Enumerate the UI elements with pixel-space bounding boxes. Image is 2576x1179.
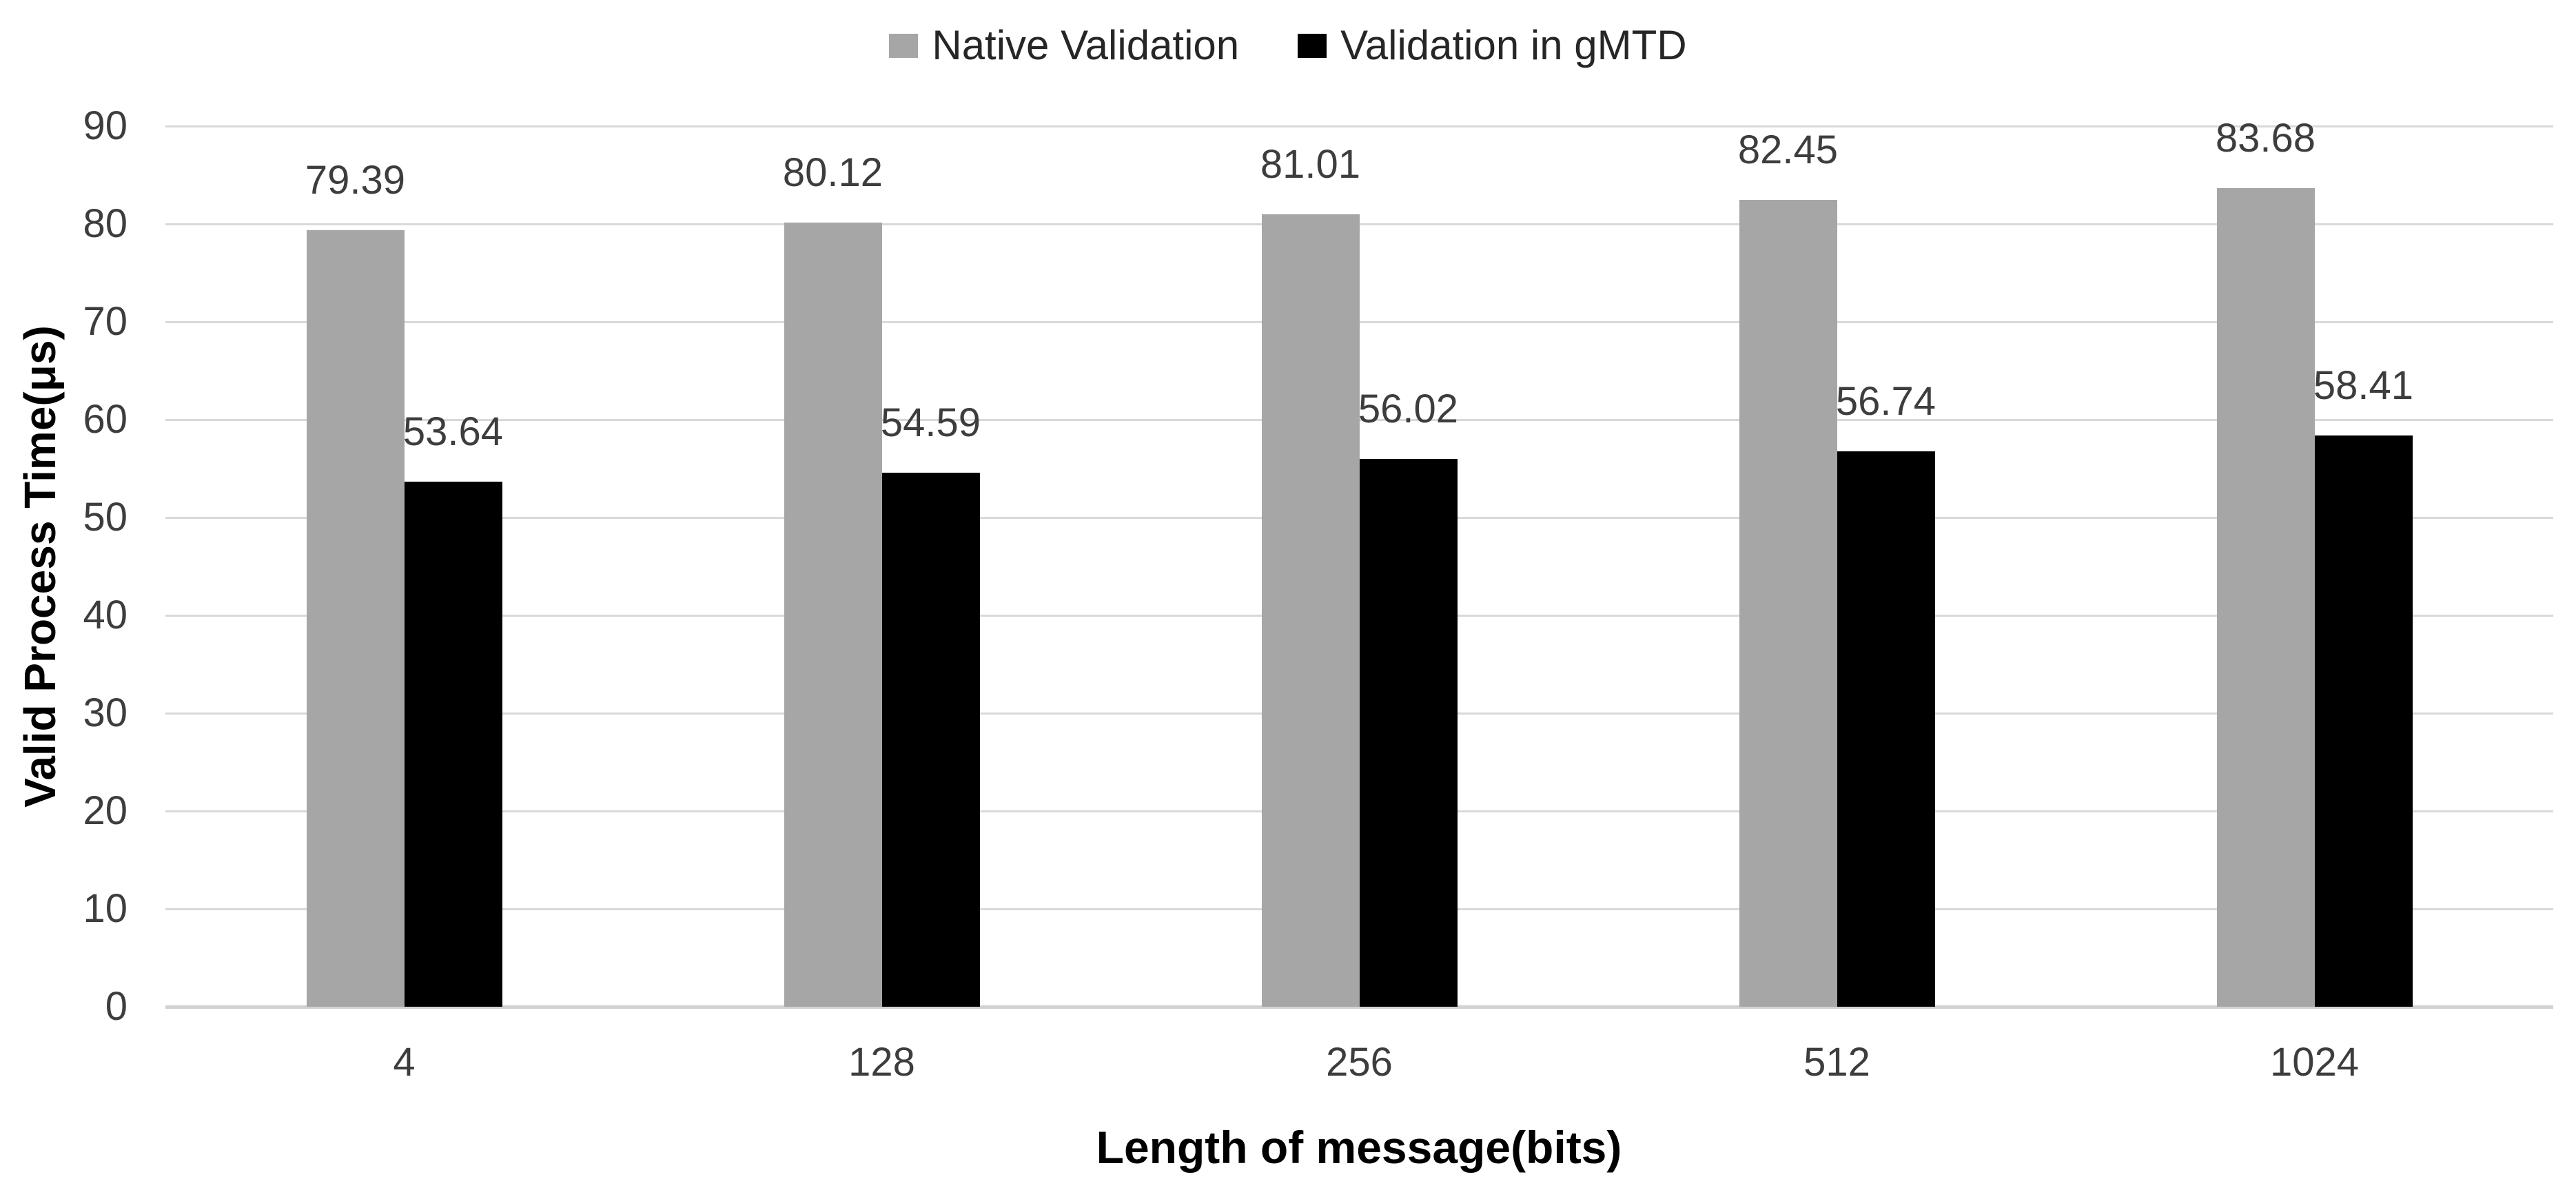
x-tick-label-512: 512 bbox=[1803, 1040, 1870, 1085]
y-tick-label-10: 10 bbox=[83, 886, 127, 931]
bar-native-validation-4 bbox=[306, 229, 405, 1007]
y-tick-label-60: 60 bbox=[83, 397, 127, 442]
bar-value-label-validation-in-gmtd-4: 53.64 bbox=[402, 409, 504, 455]
bar-native-validation-1024 bbox=[2216, 187, 2315, 1007]
y-axis-title: Valid Process Time(μs) bbox=[15, 325, 65, 808]
y-tick-label-70: 70 bbox=[83, 299, 127, 344]
y-tick-label-50: 50 bbox=[83, 495, 127, 540]
legend-item-native-validation: Native Validation bbox=[889, 25, 1239, 66]
x-tick-label-256: 256 bbox=[1326, 1040, 1393, 1085]
bar-validation-in-gmtd-512 bbox=[1837, 451, 1935, 1007]
x-tick-label-128: 128 bbox=[848, 1040, 915, 1085]
bar-value-label-native-validation-512: 82.45 bbox=[1737, 127, 1839, 173]
gridline-y-70 bbox=[165, 320, 2553, 323]
legend-item-validation-in-gmtd: Validation in gMTD bbox=[1298, 22, 1687, 68]
chart-legend: Native Validation Validation in gMTD bbox=[0, 25, 2576, 66]
y-tick-label-20: 20 bbox=[83, 788, 127, 833]
legend-label: Native Validation bbox=[932, 22, 1240, 68]
bar-value-label-native-validation-256: 81.01 bbox=[1260, 141, 1361, 187]
bar-validation-in-gmtd-128 bbox=[881, 472, 980, 1007]
y-tick-label-0: 0 bbox=[105, 984, 127, 1029]
bar-value-label-validation-in-gmtd-256: 56.02 bbox=[1358, 386, 1459, 431]
x-axis-title: Length of message(bits) bbox=[1096, 1122, 1622, 1173]
legend-swatch-icon bbox=[889, 33, 919, 58]
gridline-y-80 bbox=[165, 223, 2553, 225]
bar-value-label-validation-in-gmtd-1024: 58.41 bbox=[2313, 362, 2414, 408]
bar-value-label-native-validation-4: 79.39 bbox=[305, 157, 406, 203]
bar-validation-in-gmtd-4 bbox=[404, 482, 502, 1007]
bar-value-label-validation-in-gmtd-512: 56.74 bbox=[1835, 379, 1936, 424]
bar-native-validation-512 bbox=[1739, 200, 1837, 1007]
bar-validation-in-gmtd-256 bbox=[1359, 458, 1458, 1007]
legend-swatch-icon bbox=[1298, 33, 1327, 58]
bar-value-label-native-validation-1024: 83.68 bbox=[2215, 115, 2316, 161]
y-tick-label-40: 40 bbox=[83, 593, 127, 637]
x-tick-label-1024: 1024 bbox=[2269, 1040, 2360, 1085]
bar-value-label-validation-in-gmtd-128: 54.59 bbox=[880, 400, 981, 445]
bar-value-label-native-validation-128: 80.12 bbox=[782, 150, 883, 196]
legend-label: Validation in gMTD bbox=[1340, 22, 1687, 68]
gridline-y-60 bbox=[165, 418, 2553, 421]
gridline-y-90 bbox=[165, 125, 2553, 127]
bar-native-validation-128 bbox=[784, 223, 882, 1007]
bar-validation-in-gmtd-1024 bbox=[2314, 435, 2413, 1007]
y-tick-label-90: 90 bbox=[83, 103, 127, 148]
y-tick-label-30: 30 bbox=[83, 690, 127, 735]
x-axis-line bbox=[165, 1005, 2553, 1009]
y-tick-label-80: 80 bbox=[83, 201, 127, 246]
x-tick-label-4: 4 bbox=[393, 1040, 416, 1085]
bar-native-validation-256 bbox=[1261, 214, 1360, 1007]
